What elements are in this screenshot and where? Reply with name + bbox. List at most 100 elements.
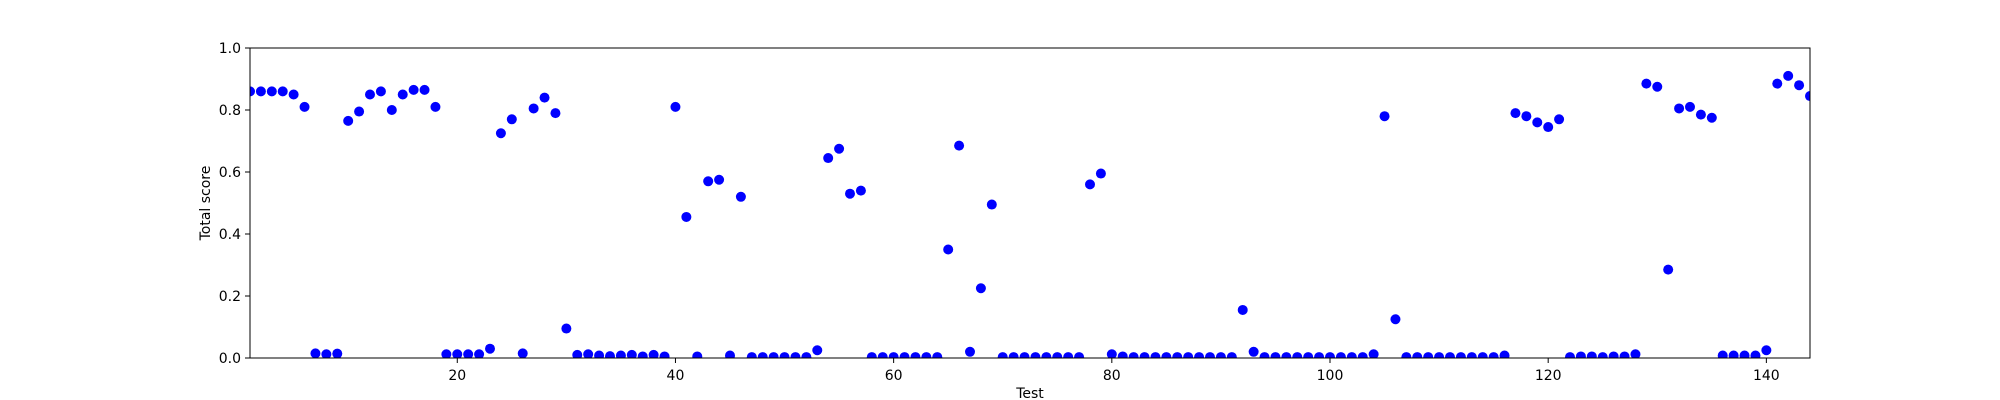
data-point bbox=[583, 349, 594, 358]
data-point bbox=[1717, 350, 1728, 358]
data-point bbox=[1270, 352, 1281, 358]
y-tick-label: 0.8 bbox=[219, 103, 241, 119]
data-point bbox=[1117, 351, 1128, 358]
data-point bbox=[1150, 352, 1161, 358]
y-axis-ticks: 0.0 0.2 0.4 0.6 0.8 1.0 bbox=[219, 41, 250, 367]
data-point bbox=[1052, 352, 1063, 358]
data-point bbox=[746, 352, 757, 358]
data-point bbox=[1434, 352, 1445, 358]
data-point bbox=[1205, 352, 1215, 358]
data-point bbox=[1292, 352, 1303, 358]
data-point bbox=[528, 103, 539, 114]
data-point bbox=[441, 349, 452, 358]
data-point bbox=[725, 350, 735, 358]
data-point bbox=[845, 188, 855, 199]
data-point bbox=[1139, 352, 1150, 358]
data-point bbox=[1761, 345, 1772, 356]
data-point bbox=[670, 101, 681, 112]
data-point bbox=[1379, 111, 1390, 122]
data-point bbox=[834, 143, 845, 154]
data-point bbox=[779, 352, 790, 358]
x-tick-label: 20 bbox=[448, 368, 466, 384]
x-axis-label: Test bbox=[1015, 386, 1044, 400]
x-tick-label: 140 bbox=[1753, 368, 1780, 384]
data-point bbox=[855, 185, 866, 196]
data-point bbox=[485, 343, 495, 354]
data-point bbox=[1063, 352, 1074, 358]
data-point bbox=[975, 283, 986, 294]
data-point bbox=[365, 89, 375, 100]
data-point bbox=[1194, 352, 1205, 358]
data-point bbox=[408, 84, 419, 95]
data-point bbox=[1335, 352, 1346, 358]
data-point bbox=[1074, 352, 1085, 358]
data-point bbox=[1314, 352, 1325, 358]
y-axis-label: Total score bbox=[198, 166, 214, 242]
data-point bbox=[986, 199, 997, 210]
data-point bbox=[1357, 352, 1368, 358]
data-point bbox=[790, 352, 801, 358]
x-tick-label: 40 bbox=[667, 368, 685, 384]
data-point bbox=[1455, 352, 1466, 358]
data-point bbox=[1237, 304, 1248, 315]
data-point bbox=[1303, 352, 1314, 358]
data-point bbox=[1619, 351, 1630, 358]
data-point bbox=[343, 115, 354, 126]
data-point bbox=[1521, 111, 1532, 122]
data-point bbox=[288, 89, 299, 100]
y-tick-label: 1.0 bbox=[219, 41, 241, 57]
data-point bbox=[266, 86, 277, 97]
data-point bbox=[517, 348, 528, 358]
data-point bbox=[474, 349, 485, 358]
data-point bbox=[1750, 350, 1761, 358]
data-point bbox=[1586, 351, 1597, 358]
data-point bbox=[255, 86, 266, 97]
x-axis-ticks: 20 40 60 80 100 120 140 bbox=[448, 358, 1780, 384]
data-point bbox=[866, 352, 877, 358]
data-point bbox=[637, 351, 648, 358]
data-point bbox=[561, 323, 572, 334]
data-point bbox=[1085, 179, 1095, 190]
data-point bbox=[681, 211, 692, 222]
data-point bbox=[250, 86, 255, 97]
data-point bbox=[1608, 351, 1619, 358]
data-point bbox=[354, 106, 365, 117]
y-tick-label: 0.4 bbox=[219, 227, 241, 243]
data-point bbox=[1652, 81, 1663, 92]
data-point bbox=[1281, 352, 1292, 358]
data-point bbox=[801, 352, 812, 358]
data-point bbox=[1172, 352, 1183, 358]
data-point bbox=[310, 348, 321, 358]
data-point bbox=[1346, 352, 1357, 358]
data-point bbox=[1030, 352, 1041, 358]
data-point bbox=[1423, 352, 1434, 358]
data-point bbox=[550, 108, 561, 119]
data-point bbox=[659, 351, 670, 358]
data-point bbox=[1248, 346, 1259, 357]
data-point bbox=[1466, 352, 1477, 358]
data-point bbox=[943, 244, 954, 255]
data-point bbox=[965, 346, 975, 357]
data-point bbox=[1106, 349, 1117, 358]
x-tick-label: 120 bbox=[1535, 368, 1562, 384]
x-tick-label: 60 bbox=[885, 368, 903, 384]
data-point bbox=[332, 348, 343, 358]
data-point bbox=[419, 84, 430, 95]
data-point bbox=[506, 114, 517, 125]
data-point bbox=[1794, 80, 1805, 91]
data-point bbox=[648, 349, 659, 358]
data-point bbox=[321, 349, 332, 358]
data-point bbox=[1215, 352, 1226, 358]
data-point bbox=[877, 352, 888, 358]
data-point bbox=[714, 174, 725, 185]
data-point bbox=[1259, 352, 1270, 358]
data-point bbox=[1739, 350, 1750, 358]
data-point bbox=[1401, 352, 1412, 358]
data-point bbox=[375, 86, 386, 97]
data-point bbox=[1183, 352, 1194, 358]
data-point bbox=[495, 128, 506, 139]
data-point bbox=[1674, 103, 1685, 114]
data-point bbox=[1477, 352, 1488, 358]
data-point bbox=[430, 101, 441, 112]
